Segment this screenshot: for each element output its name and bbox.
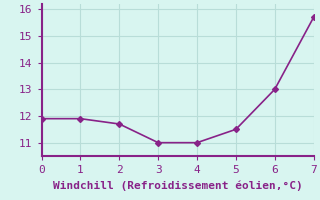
- X-axis label: Windchill (Refroidissement éolien,°C): Windchill (Refroidissement éolien,°C): [53, 181, 302, 191]
